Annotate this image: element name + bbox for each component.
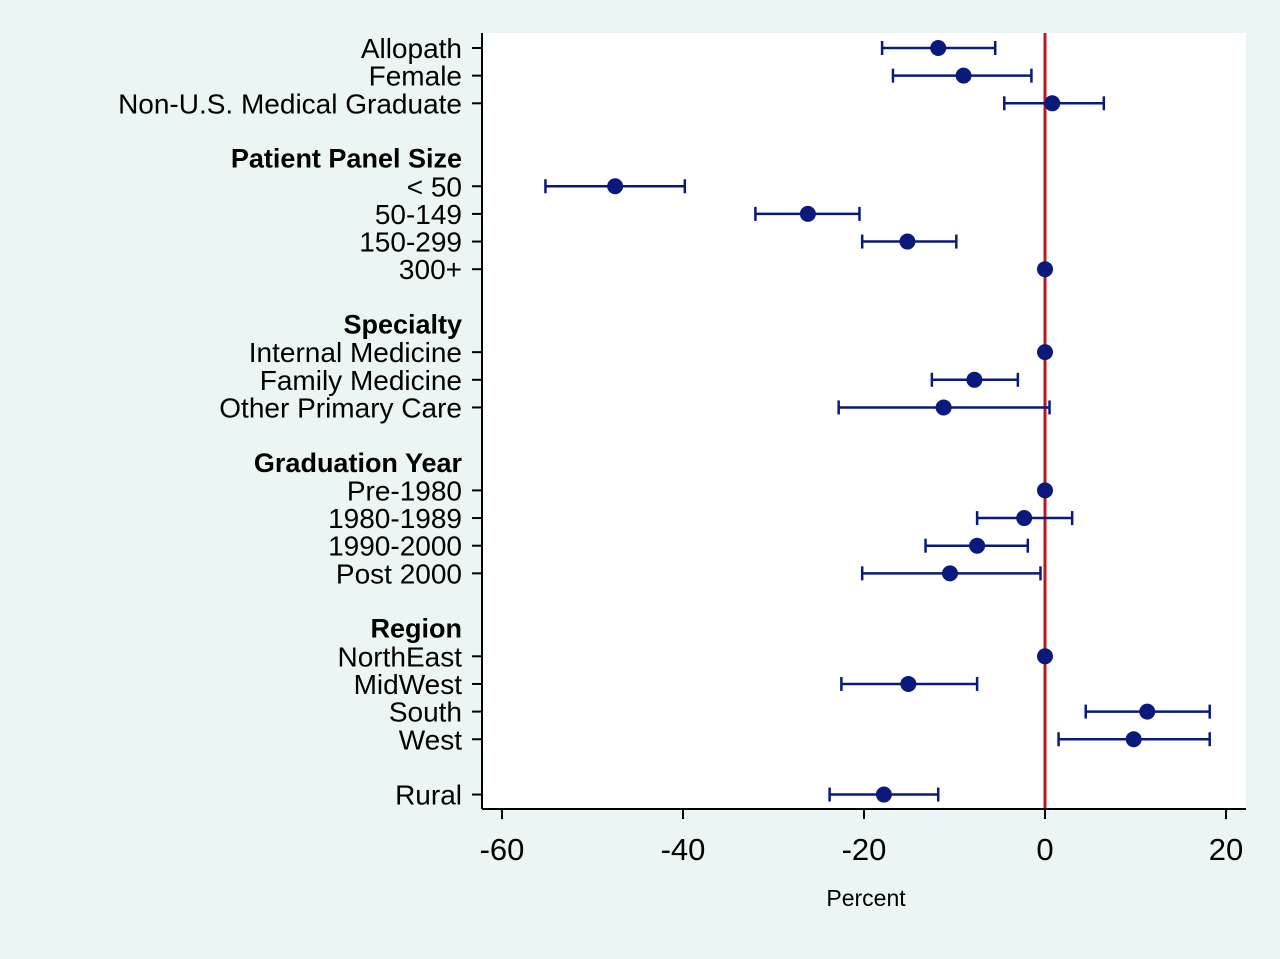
- row-label: Internal Medicine: [249, 337, 462, 368]
- row-label: 150-299: [359, 227, 462, 258]
- plot-area: [482, 33, 1246, 809]
- row-label: NorthEast: [338, 641, 463, 672]
- estimate-point: [607, 178, 624, 195]
- estimate-point: [955, 67, 972, 84]
- row-label: Pre-1980: [347, 475, 462, 506]
- row-label: MidWest: [354, 669, 463, 700]
- row-label: < 50: [407, 171, 462, 202]
- estimate-point: [1037, 482, 1053, 499]
- row-label: Non-U.S. Medical Graduate: [118, 88, 462, 119]
- group-header-label: Specialty: [343, 310, 462, 340]
- estimate-point: [1037, 261, 1053, 278]
- x-tick-label: 20: [1209, 832, 1243, 867]
- x-tick-label: -20: [842, 832, 887, 867]
- group-header-label: Patient Panel Size: [231, 144, 462, 174]
- x-axis-label: Percent: [826, 885, 906, 911]
- estimate-point: [799, 205, 816, 222]
- row-label: West: [399, 724, 462, 755]
- estimate-point: [1037, 648, 1053, 665]
- x-tick-label: -40: [661, 832, 706, 867]
- x-tick-label: -60: [480, 832, 525, 867]
- estimate-point: [1044, 95, 1061, 112]
- estimate-point: [1037, 344, 1053, 361]
- estimate-point: [930, 40, 947, 56]
- estimate-point: [935, 399, 952, 416]
- estimate-point: [900, 675, 917, 692]
- estimate-point: [1016, 510, 1033, 527]
- row-label: 50-149: [375, 199, 462, 230]
- row-label: Other Primary Care: [219, 392, 462, 423]
- row-label: 300+: [399, 254, 462, 285]
- row-label: 1990-2000: [328, 531, 462, 562]
- estimate-point: [969, 537, 986, 554]
- row-label: Post 2000: [336, 558, 462, 589]
- estimate-point: [941, 565, 958, 582]
- row-label: Family Medicine: [260, 365, 462, 396]
- group-header-label: Region: [371, 614, 463, 644]
- axes-layer: -60 -40 -20 0 20: [472, 33, 1246, 867]
- x-tick-label: 0: [1036, 832, 1053, 867]
- estimate-point: [899, 233, 916, 250]
- group-header-label: Graduation Year: [254, 448, 463, 478]
- estimate-point: [1139, 703, 1156, 720]
- estimate-point: [1125, 731, 1142, 748]
- points-layer: [607, 40, 1156, 803]
- row-label: Rural: [395, 780, 462, 811]
- row-label: 1980-1989: [328, 503, 462, 534]
- estimate-point: [875, 786, 892, 803]
- estimate-point: [966, 371, 983, 388]
- row-label: South: [389, 697, 462, 728]
- row-label: Female: [369, 61, 462, 92]
- row-label: Allopath: [361, 33, 462, 64]
